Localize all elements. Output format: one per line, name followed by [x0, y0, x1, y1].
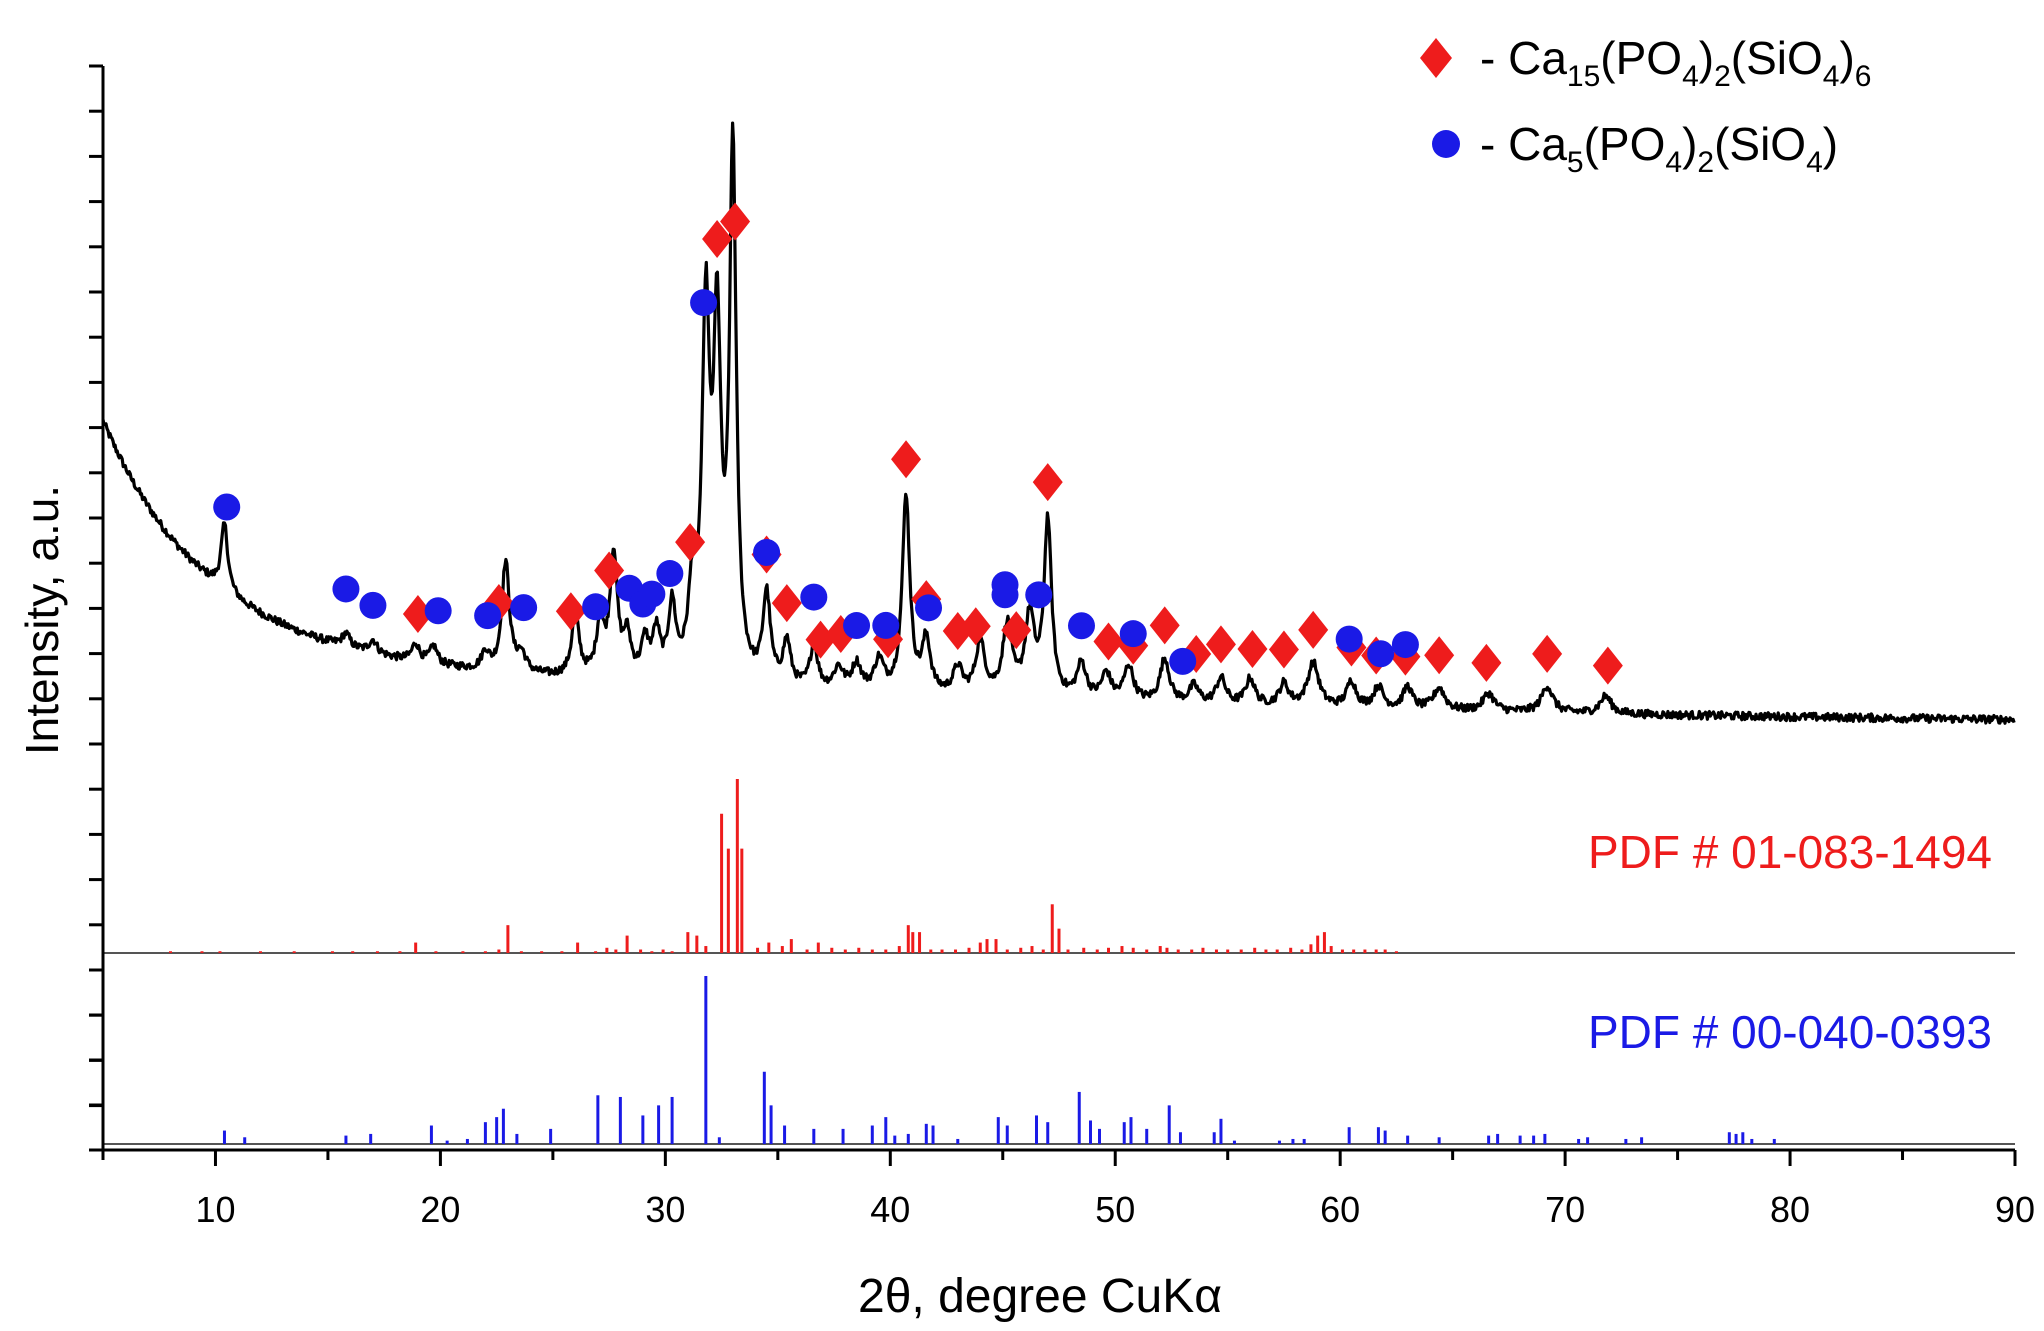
legend-circle-marker — [1432, 130, 1460, 158]
legend: - Ca15(PO4)2(SiO4)6 - Ca5(PO4)2(SiO4) — [1420, 32, 1871, 179]
axes: 10 20 30 40 50 60 70 80 90 — [89, 64, 2035, 1230]
phase-markers — [213, 202, 1623, 685]
circle-marker — [332, 575, 360, 603]
x-ticks: 10 20 30 40 50 60 70 80 90 — [101, 1150, 2035, 1230]
circle-marker — [656, 560, 684, 588]
diamond-marker — [1149, 606, 1180, 645]
diamond-marker — [1001, 611, 1032, 650]
diamond-marker — [555, 592, 586, 631]
diamond-marker — [702, 219, 733, 258]
diamond-marker — [1298, 610, 1329, 649]
circle-marker — [872, 611, 900, 639]
x-axis-label: 2θ, degree CuKα — [858, 1270, 1222, 1323]
y-axis-label: Intensity, a.u. — [16, 485, 68, 755]
diamond-marker — [1268, 630, 1299, 669]
diamond-marker — [594, 551, 625, 590]
circle-marker — [800, 583, 828, 611]
circle-marker — [359, 591, 387, 619]
diamond-marker — [402, 594, 433, 633]
diamond-marker — [891, 440, 922, 479]
circle-marker — [1335, 625, 1363, 653]
x-tick-label: 90 — [1995, 1189, 2035, 1230]
circle-marker — [1367, 640, 1395, 668]
diamond-marker — [1592, 646, 1623, 685]
diamond-marker — [1237, 630, 1268, 669]
x-tick-label: 10 — [195, 1189, 235, 1230]
diamond-marker — [1424, 636, 1455, 675]
reference-patterns — [103, 779, 2015, 1145]
circle-marker — [638, 580, 666, 608]
x-tick-label: 30 — [645, 1189, 685, 1230]
circle-marker — [690, 289, 718, 317]
x-tick-label: 60 — [1320, 1189, 1360, 1230]
circle-marker — [474, 602, 502, 630]
diamond-marker — [1093, 622, 1124, 661]
diamond-marker — [771, 584, 802, 623]
diamond-marker — [675, 523, 706, 562]
diamond-marker — [1471, 643, 1502, 682]
diamond-marker — [720, 202, 751, 241]
legend-label-ca15: - Ca15(PO4)2(SiO4)6 — [1480, 32, 1871, 93]
x-tick-label: 80 — [1770, 1189, 1810, 1230]
circle-marker — [1169, 647, 1197, 675]
x-tick-label: 50 — [1095, 1189, 1135, 1230]
circle-marker — [213, 493, 241, 521]
diamond-marker — [1032, 463, 1063, 502]
legend-label-ca5: - Ca5(PO4)2(SiO4) — [1480, 118, 1838, 179]
legend-diamond-marker — [1420, 38, 1452, 78]
x-tick-label: 20 — [420, 1189, 460, 1230]
x-tick-label: 40 — [870, 1189, 910, 1230]
circle-marker — [843, 612, 871, 640]
circle-marker — [1391, 631, 1419, 659]
reference-label-ca5: PDF # 00-040-0393 — [1588, 1006, 1992, 1058]
circle-marker — [915, 594, 943, 622]
reference-label-ca15: PDF # 01-083-1494 — [1588, 826, 1992, 878]
diamond-marker — [960, 607, 991, 646]
circle-marker — [510, 594, 538, 622]
circle-marker — [582, 593, 610, 621]
circle-marker — [753, 538, 781, 566]
diamond-marker — [1205, 625, 1236, 664]
circle-marker — [991, 581, 1019, 609]
measured-pattern-line — [101, 121, 2016, 725]
circle-marker — [1025, 581, 1053, 609]
x-tick-label: 70 — [1545, 1189, 1585, 1230]
diamond-marker — [805, 620, 836, 659]
diamond-marker — [1532, 634, 1563, 673]
circle-marker — [1067, 612, 1095, 640]
circle-marker — [424, 597, 452, 625]
circle-marker — [1119, 620, 1147, 648]
y-ticks — [89, 64, 103, 1152]
